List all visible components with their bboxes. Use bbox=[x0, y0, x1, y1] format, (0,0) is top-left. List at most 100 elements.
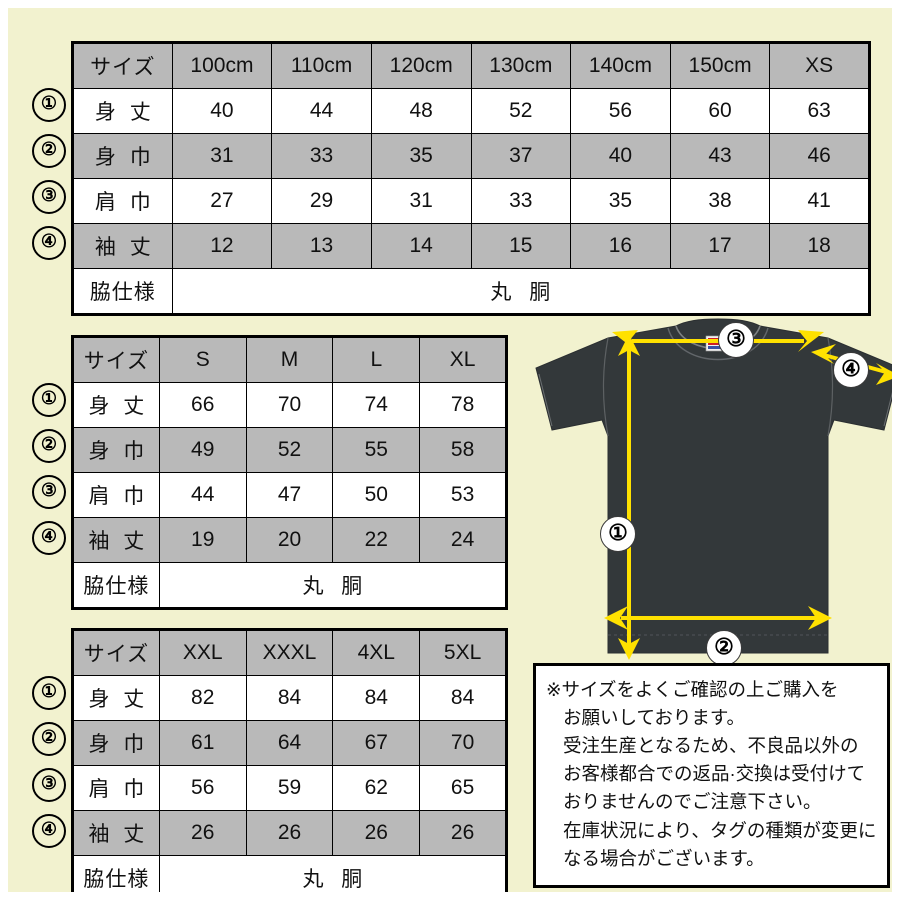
column-header: サイズ bbox=[72, 42, 173, 89]
measurement-cell: 33 bbox=[470, 178, 572, 224]
measurement-cell: 62 bbox=[332, 765, 421, 811]
arrow-body-length-head-bottom bbox=[618, 638, 640, 660]
measurement-cell: 40 bbox=[570, 133, 671, 179]
table-header-row: サイズ XXL XXXL 4XL 5XL bbox=[72, 629, 507, 676]
side-spec-row: 脇仕様丸 胴 bbox=[72, 562, 508, 609]
measurement-cell: 84 bbox=[332, 675, 421, 721]
arrow-shoulder-width-head-right bbox=[798, 330, 824, 352]
measurement-cell: 52 bbox=[245, 427, 334, 473]
measurement-cell: 52 bbox=[470, 88, 572, 134]
measure-index-2: ② bbox=[32, 429, 66, 463]
column-header: M bbox=[245, 336, 334, 383]
column-header: 120cm bbox=[370, 42, 472, 89]
measurement-cell: 61 bbox=[158, 720, 247, 766]
measurement-cell: 31 bbox=[370, 178, 472, 224]
kids-size-table: サイズ 100cm 110cm 120cm 130cm 140cm 150cm XS 身 丈 40… bbox=[71, 41, 871, 316]
column-header: L bbox=[332, 336, 421, 383]
side-spec-value: 丸 胴 bbox=[158, 855, 508, 892]
purchase-note-box: ※サイズをよくご確認の上ご購入を お願いしております。 受注生産となるため、不良… bbox=[533, 663, 890, 888]
column-header: 130cm bbox=[470, 42, 572, 89]
column-header: XS bbox=[769, 42, 870, 89]
side-spec-label: 脇仕様 bbox=[72, 562, 160, 609]
row-label: 身 丈 bbox=[72, 382, 160, 428]
measurement-cell: 20 bbox=[245, 517, 334, 563]
table-row: 身 丈 40 44 48 52 56 60 63 bbox=[72, 88, 870, 134]
arrow-sleeve-length-head-inner bbox=[811, 344, 836, 364]
measurement-cell: 64 bbox=[245, 720, 334, 766]
measurement-cell: 50 bbox=[332, 472, 421, 518]
side-spec-value: 丸 胴 bbox=[171, 268, 871, 315]
row-label: 身 巾 bbox=[72, 133, 173, 179]
measurement-cell: 14 bbox=[370, 223, 472, 269]
adult-size-table-block: サイズ S M L XL 身 丈 66 70 74 78 身 巾 49 52 55 58 肩 巾 44 47 50 5… bbox=[71, 335, 508, 610]
measurement-cell: 44 bbox=[271, 88, 372, 134]
arrow-shoulder-width-head-left bbox=[612, 330, 638, 352]
table-row: 身 巾 49 52 55 58 bbox=[72, 427, 507, 473]
table-row: 身 丈 82 84 84 84 bbox=[72, 675, 507, 721]
table-header-row: サイズ S M L XL bbox=[72, 336, 507, 383]
table-row: 袖 丈 19 20 22 24 bbox=[72, 517, 507, 563]
measurement-cell: 38 bbox=[669, 178, 771, 224]
column-header: 140cm bbox=[570, 42, 671, 89]
measurement-cell: 56 bbox=[570, 88, 671, 134]
measurement-cell: 84 bbox=[419, 675, 507, 721]
side-spec-label: 脇仕様 bbox=[72, 855, 160, 892]
measure-index-3: ③ bbox=[32, 180, 66, 214]
table-row: 肩 巾 27 29 31 33 35 38 41 bbox=[72, 178, 870, 224]
brand-tag-text bbox=[708, 346, 728, 349]
measurement-cell: 46 bbox=[769, 133, 870, 179]
measurement-cell: 26 bbox=[245, 810, 334, 856]
measurement-cell: 84 bbox=[245, 675, 334, 721]
side-spec-value: 丸 胴 bbox=[158, 562, 508, 609]
measurement-cell: 67 bbox=[332, 720, 421, 766]
left-sleeve-seam bbox=[602, 337, 609, 437]
measurement-cell: 47 bbox=[245, 472, 334, 518]
row-label: 肩 巾 bbox=[72, 472, 160, 518]
measurement-cell: 16 bbox=[570, 223, 671, 269]
measurement-cell: 55 bbox=[332, 427, 421, 473]
measure-index-1: ① bbox=[32, 676, 66, 710]
arrow-sleeve-length-head-outer bbox=[876, 363, 892, 385]
measurement-cell: 18 bbox=[769, 223, 870, 269]
measure-index-3: ③ bbox=[32, 475, 66, 509]
note-line: お願いしております。 bbox=[563, 707, 746, 729]
diagram-marker-3: ③ bbox=[718, 322, 754, 358]
table-row: 身 巾 61 64 67 70 bbox=[72, 720, 507, 766]
measurement-cell: 48 bbox=[370, 88, 472, 134]
table-row: 袖 丈 12 13 14 15 16 17 18 bbox=[72, 223, 870, 269]
left-cuff-stitch bbox=[538, 373, 553, 427]
table-row: 身 丈 66 70 74 78 bbox=[72, 382, 507, 428]
row-label: 袖 丈 bbox=[72, 517, 160, 563]
adult-size-table: サイズ S M L XL 身 丈 66 70 74 78 身 巾 49 52 55 58 肩 巾 44 47 50 5… bbox=[71, 335, 508, 610]
measurement-cell: 13 bbox=[271, 223, 372, 269]
measurement-cell: 43 bbox=[669, 133, 771, 179]
measure-index-2: ② bbox=[32, 722, 66, 756]
measurement-cell: 63 bbox=[769, 88, 870, 134]
measurement-cell: 49 bbox=[158, 427, 247, 473]
diagram-marker-2: ② bbox=[706, 630, 742, 666]
measurement-cell: 78 bbox=[419, 382, 507, 428]
column-header: 4XL bbox=[332, 629, 421, 676]
measurement-cell: 17 bbox=[669, 223, 771, 269]
measurement-cell: 19 bbox=[158, 517, 247, 563]
column-header: サイズ bbox=[72, 629, 160, 676]
row-label: 身 巾 bbox=[72, 427, 160, 473]
row-label: 身 丈 bbox=[72, 88, 173, 134]
measurement-cell: 24 bbox=[419, 517, 507, 563]
big-size-table: サイズ XXL XXXL 4XL 5XL 身 丈 82 84 84 84 身 巾 61 64 67 70 肩 … bbox=[71, 628, 508, 892]
measurement-cell: 41 bbox=[769, 178, 870, 224]
side-spec-row: 脇仕様丸 胴 bbox=[72, 855, 508, 892]
column-header: サイズ bbox=[72, 336, 160, 383]
row-label: 袖 丈 bbox=[72, 810, 160, 856]
measure-index-4: ④ bbox=[32, 814, 66, 848]
note-line: なる場合がございます。 bbox=[563, 847, 765, 869]
note-line: お客様都合での返品·交換は受付けて bbox=[563, 763, 866, 785]
measurement-cell: 15 bbox=[470, 223, 572, 269]
row-label: 袖 丈 bbox=[72, 223, 173, 269]
right-cuff-stitch bbox=[883, 391, 892, 427]
measurement-cell: 65 bbox=[419, 765, 507, 811]
big-size-table-block: サイズ XXL XXXL 4XL 5XL 身 丈 82 84 84 84 身 巾 61 64 67 70 肩 … bbox=[71, 628, 508, 892]
tshirt-diagram: ① ② ③ ④ bbox=[528, 308, 892, 668]
measure-index-3: ③ bbox=[32, 768, 66, 802]
